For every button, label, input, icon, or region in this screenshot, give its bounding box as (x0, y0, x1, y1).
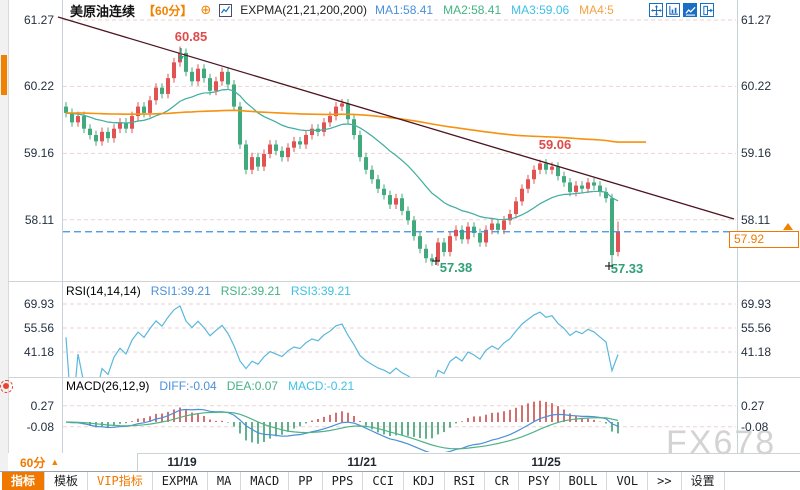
price-up-triangle-icon (783, 223, 793, 230)
macd-value-2: DEA:0.07 (226, 379, 279, 393)
left-scroll-strip (0, 0, 9, 471)
rsi-axis-label-left: 69.93 (23, 297, 54, 311)
rsi-axis-label-left: 41.18 (23, 345, 54, 359)
tab->>[interactable]: >> (648, 472, 682, 490)
price-axis-label-right: 61.27 (741, 13, 772, 27)
rsi-panel-header: RSI(14,14,14) RSI1:39.21 RSI2:39.21 RSI3:3… (66, 284, 351, 298)
ma-value-4: MA4:5 (579, 3, 614, 17)
ma-value-2: MA2:58.41 (443, 3, 502, 17)
tab-PP[interactable]: PP (289, 472, 323, 490)
tab-设置[interactable]: 设置 (682, 472, 725, 490)
price-axis-label-right: 59.16 (741, 146, 772, 161)
chart-header: 美原油连续 【60分】 ⊕ EXPMA(21,21,200,200) MA1:5… (70, 2, 614, 19)
rsi-value-2: RSI2:39.21 (220, 284, 281, 298)
watermark: FX678 (666, 424, 777, 462)
exit-fullscreen-icon[interactable] (700, 3, 714, 17)
plot-right-border (737, 0, 738, 453)
svg-text:57.33: 57.33 (611, 261, 644, 276)
plot-left-border (62, 0, 63, 453)
tab-EXPMA[interactable]: EXPMA (153, 472, 208, 490)
price-axis-label-left: 58.11 (24, 212, 54, 227)
ma-values: MA1:58.41 MA2:58.41 MA3:59.06 MA4:5 (375, 3, 614, 17)
chart-canvas[interactable]: 60.85 59.06 57.38 57.33 (0, 0, 800, 471)
rsi-value-1: RSI1:39.21 (150, 284, 211, 298)
date-label-11-21: 11/21 (347, 455, 377, 469)
macd-axis-label-left: 0.27 (30, 398, 54, 413)
tab-BOLL[interactable]: BOLL (560, 472, 608, 490)
rsi-panel-separator (8, 281, 800, 282)
hot-indicator-icon[interactable] (0, 380, 13, 393)
period-selector[interactable]: 60分 ▲ (8, 453, 138, 471)
rsi-value-3: RSI3:39.21 (290, 284, 351, 298)
chart-toolbar (649, 3, 714, 17)
candlestick-series (64, 46, 620, 270)
rsi-values: RSI1:39.21 RSI2:39.21 RSI3:39.21 (151, 284, 351, 298)
indicator-chart-icon[interactable] (219, 3, 233, 17)
indicator-params-label[interactable]: EXPMA(21,21,200,200) (240, 3, 368, 17)
period-up-triangle-icon: ▲ (50, 457, 60, 467)
tab-PSY[interactable]: PSY (519, 472, 560, 490)
gridlines (63, 19, 736, 428)
trendline (57, 16, 735, 220)
period-selector-label: 60分 (20, 455, 46, 470)
time-axis-separator (8, 453, 800, 454)
macd-panel-separator (8, 377, 800, 378)
rsi-axis-label-right: 41.18 (741, 345, 772, 359)
price-axis-label-right: 60.22 (741, 79, 772, 94)
rsi-title[interactable]: RSI(14,14,14) (66, 284, 141, 298)
rsi-line (65, 304, 619, 377)
tab-MACD[interactable]: MACD (241, 472, 290, 490)
tab-CCI[interactable]: CCI (363, 472, 405, 490)
macd-axis-label-left: -0.08 (26, 419, 54, 434)
price-annotations: 60.85 59.06 57.38 57.33 (175, 29, 644, 276)
macd-values: DIFF:-0.04 DEA:0.07 MACD:-0.21 (159, 379, 354, 393)
tab-KDJ[interactable]: KDJ (404, 472, 445, 490)
macd-axis-label-right: -0.08 (741, 419, 769, 434)
macd-lines (65, 408, 619, 452)
macd-value-1: DIFF:-0.04 (159, 379, 217, 393)
ma-value-1: MA1:58.41 (375, 3, 434, 17)
tab-RSI[interactable]: RSI (445, 472, 486, 490)
svg-text:60.85: 60.85 (175, 29, 208, 44)
tab-指标[interactable]: 指标 (2, 472, 46, 490)
tab-CR[interactable]: CR (485, 472, 519, 490)
svg-text:57.38: 57.38 (440, 260, 473, 275)
macd-title[interactable]: MACD(26,12,9) (66, 379, 150, 393)
macd-value-3: MACD:-0.21 (288, 379, 355, 393)
pan-crosshair-icon[interactable] (649, 3, 663, 17)
ema-lines (65, 88, 646, 221)
tab-VOL[interactable]: VOL (607, 472, 649, 490)
period-label[interactable]: 【60分】 (143, 3, 193, 18)
indicator-tab-bar: 指标 模板 VIP指标 EXPMA MA MACD PP PPS CCI KDJ RSI CR PSY B… (0, 471, 800, 490)
price-axis-label-left: 59.16 (23, 146, 54, 161)
ma-value-3: MA3:59.06 (511, 3, 570, 17)
price-axis-label-left: 61.27 (23, 13, 54, 27)
current-price-tag: 57.92 (729, 231, 799, 248)
date-label-11-25: 11/25 (531, 455, 561, 469)
macd-axis-label-right: 0.27 (741, 398, 765, 413)
axis-scale-icon[interactable] (666, 3, 680, 17)
tab-VIP指标[interactable]: VIP指标 (88, 472, 153, 490)
rsi-axis-label-right: 55.56 (741, 320, 772, 335)
price-axis-label-left: 60.22 (23, 79, 54, 94)
macd-panel-header: MACD(26,12,9) DIFF:-0.04 DEA:0.07 MACD:-0.… (66, 379, 354, 393)
price-axis-label-right: 58.11 (741, 212, 771, 227)
rsi-axis-label-left: 55.56 (23, 320, 54, 335)
chart-mode-icon[interactable] (683, 3, 697, 17)
date-label-11-19: 11/19 (167, 455, 197, 469)
hot-indicator-ring (0, 380, 13, 393)
left-scroll-thumb[interactable] (1, 55, 7, 95)
svg-text:59.06: 59.06 (539, 137, 572, 152)
tab-MA[interactable]: MA (208, 472, 242, 490)
hot-indicator-dot (3, 383, 9, 389)
tab-PPS[interactable]: PPS (323, 472, 364, 490)
add-compare-icon[interactable]: ⊕ (200, 2, 212, 17)
tab-模板[interactable]: 模板 (45, 472, 89, 490)
rsi-axis-label-right: 69.93 (741, 297, 772, 311)
symbol-name: 美原油连续 (70, 3, 136, 19)
